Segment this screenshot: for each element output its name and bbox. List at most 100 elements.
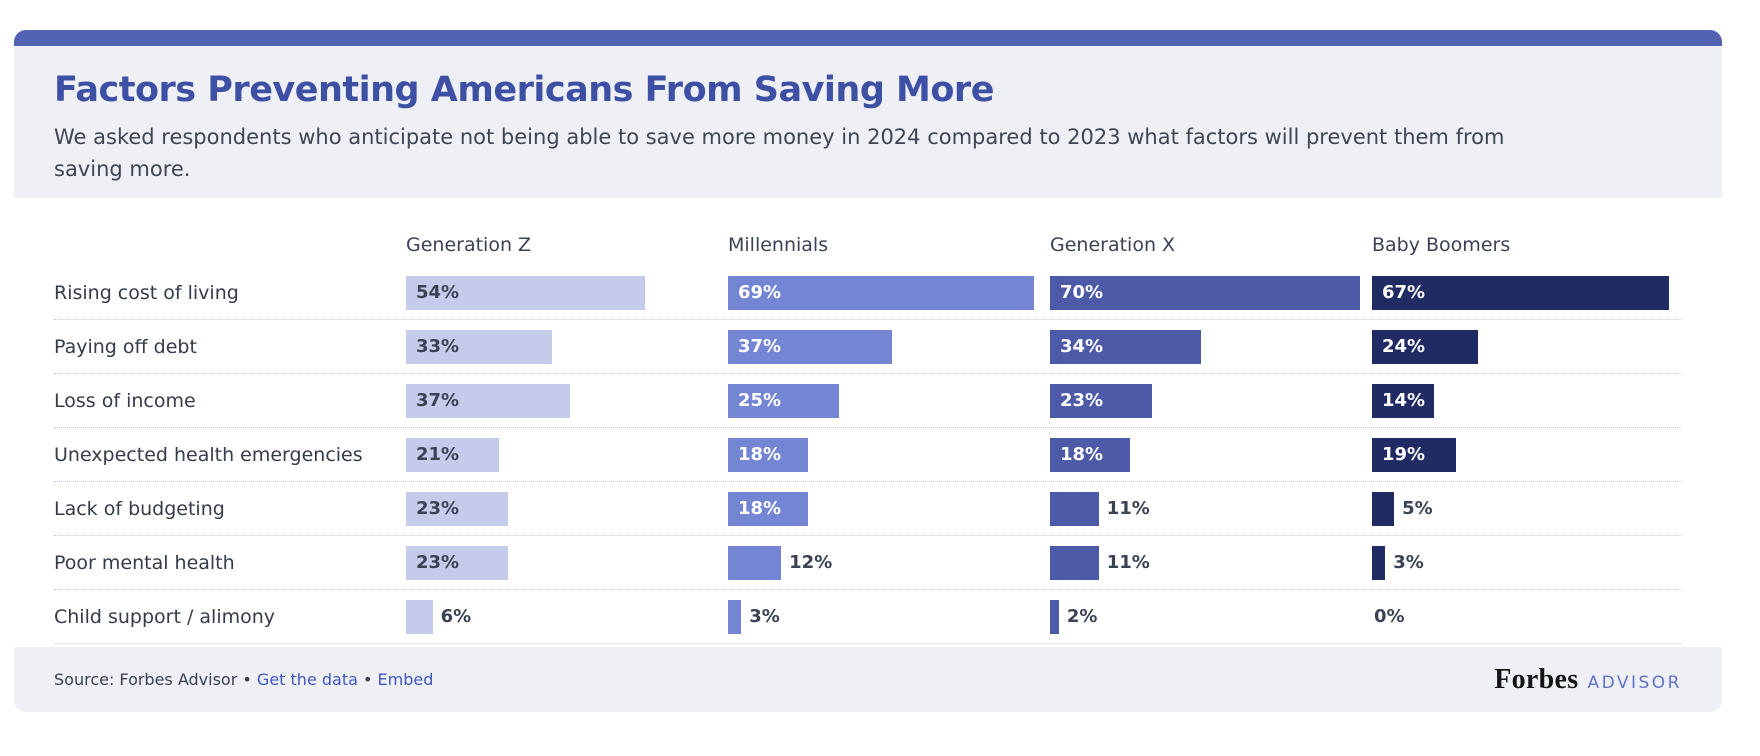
table-row: Paying off debt 33% 37% 34% 24% (54, 320, 1682, 374)
bar: 54% (406, 275, 646, 310)
bar: 23% (406, 545, 508, 580)
bar: 23% (406, 491, 508, 526)
bar: 67% (1372, 275, 1669, 310)
bar-value-label: 54% (416, 282, 460, 303)
bar-value-label: 23% (416, 498, 460, 519)
bar-value-label: 18% (1060, 444, 1104, 465)
table-row: Poor mental health 23% 12% 11% 3% (54, 536, 1682, 590)
bar-value-label: 23% (416, 552, 460, 573)
bar-track: 34% (1050, 329, 1360, 364)
bar: 34% (1050, 329, 1201, 364)
category-label: Child support / alimony (54, 605, 276, 628)
bar: 37% (728, 329, 892, 364)
bar-track: 23% (406, 545, 716, 580)
bar-track: 23% (1050, 383, 1360, 418)
bar: 33% (406, 329, 553, 364)
bar: 25% (728, 383, 839, 418)
bar-value-label: 67% (1382, 282, 1426, 303)
bar-track: 25% (728, 383, 1038, 418)
bar-track: 14% (1372, 383, 1682, 418)
bar-value-label: 12% (789, 552, 833, 573)
bar-value-label: 24% (1382, 336, 1426, 357)
category-label: Unexpected health emergencies (54, 443, 363, 466)
bar-value-label: 3% (1393, 552, 1424, 573)
bar-track: 24% (1372, 329, 1682, 364)
bar-value-label: 19% (1382, 444, 1426, 465)
bar-track: 37% (728, 329, 1038, 364)
bar-track: 5% (1372, 491, 1682, 526)
category-label: Loss of income (54, 389, 196, 412)
series-header: Millennials (728, 234, 829, 256)
bar-value-label: 37% (416, 390, 460, 411)
series-header: Generation Z (406, 234, 532, 256)
advisor-wordmark: ADVISOR (1587, 672, 1682, 693)
source-line: Source: Forbes Advisor • Get the data • … (54, 670, 433, 689)
chart-area: Generation Z Millennials Generation X Baby … (14, 198, 1722, 647)
bar (1050, 491, 1099, 526)
bar-track: 12% (728, 545, 1038, 580)
bar: 14% (1372, 383, 1434, 418)
bar-value-label: 25% (738, 390, 782, 411)
forbes-advisor-logo: Forbes ADVISOR (1494, 664, 1682, 696)
get-the-data-link[interactable]: Get the data (256, 670, 358, 689)
category-label: Rising cost of living (54, 281, 239, 304)
bar-track: 18% (728, 437, 1038, 472)
bar (728, 545, 782, 580)
bar-value-label: 6% (440, 606, 472, 627)
category-label: Poor mental health (54, 551, 235, 574)
bar-value-label: 11% (1106, 552, 1150, 573)
series-header: Generation X (1050, 234, 1176, 256)
bar (1050, 545, 1099, 580)
category-label: Lack of budgeting (54, 497, 225, 520)
bar-value-label: 11% (1106, 498, 1150, 519)
bar-value-label: 34% (1060, 336, 1104, 357)
series-header: Baby Boomers (1372, 234, 1511, 256)
bar-track: 70% (1050, 275, 1360, 310)
card-header: Factors Preventing Americans From Saving… (14, 46, 1722, 198)
bar-value-label: 69% (738, 282, 782, 303)
bar: 18% (728, 491, 808, 526)
chart-subtitle: We asked respondents who anticipate not … (54, 125, 1505, 181)
table-row: Rising cost of living 54% 69% 70% 67% (54, 266, 1682, 320)
bar: 19% (1372, 437, 1457, 472)
bar-value-label: 0% (1374, 606, 1405, 627)
bar-track: 3% (728, 599, 1038, 634)
bar-track: 11% (1050, 491, 1360, 526)
bar: 18% (728, 437, 808, 472)
card-footer: Source: Forbes Advisor • Get the data • … (14, 647, 1722, 712)
bar-track: 18% (1050, 437, 1360, 472)
bar: 23% (1050, 383, 1152, 418)
bar (406, 599, 433, 634)
accent-bar (14, 30, 1722, 46)
bar-value-label: 2% (1066, 606, 1098, 627)
bar-track: 54% (406, 275, 716, 310)
page-title: Factors Preventing Americans From Saving… (54, 70, 994, 110)
bar-track: 69% (728, 275, 1038, 310)
bar-value-label: 18% (738, 444, 782, 465)
table-row: Unexpected health emergencies 21% 18% 18% 19… (54, 428, 1682, 482)
bar (728, 599, 742, 634)
bar-track: 11% (1050, 545, 1360, 580)
table-row: Child support / alimony 6% 3% 2% 0% (54, 590, 1682, 644)
embed-link[interactable]: Embed (377, 670, 434, 689)
chart-card: Factors Preventing Americans From Saving… (14, 30, 1722, 712)
bar-track: 18% (728, 491, 1038, 526)
table-row: Loss of income 37% 25% 23% 14% (54, 374, 1682, 428)
bar-track: 2% (1050, 599, 1360, 634)
bar-value-label: 18% (738, 498, 782, 519)
bullet-separator: • (363, 670, 373, 689)
bar-value-label: 37% (738, 336, 782, 357)
bar-value-label: 5% (1402, 498, 1433, 519)
bar (1050, 599, 1059, 634)
bar-value-label: 70% (1060, 282, 1104, 303)
bar-value-label: 21% (416, 444, 460, 465)
bar-track: 33% (406, 329, 716, 364)
bar: 18% (1050, 437, 1130, 472)
bar-track: 21% (406, 437, 716, 472)
bar-value-label: 14% (1382, 390, 1426, 411)
bar-track: 19% (1372, 437, 1682, 472)
bar-track: 6% (406, 599, 716, 634)
table-row: Lack of budgeting 23% 18% 11% 5% (54, 482, 1682, 536)
bar: 37% (406, 383, 570, 418)
bar-track: 23% (406, 491, 716, 526)
